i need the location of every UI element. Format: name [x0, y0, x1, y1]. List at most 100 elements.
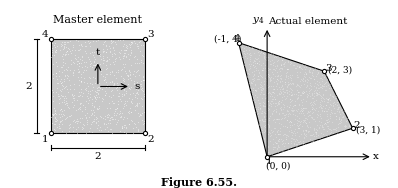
Point: [279, 96, 285, 99]
Point: [332, 102, 338, 105]
Point: [323, 72, 330, 75]
Point: [109, 89, 115, 92]
Point: [311, 77, 317, 80]
Point: [238, 128, 244, 131]
Point: [295, 90, 301, 93]
Point: [323, 97, 330, 100]
Point: [345, 46, 351, 49]
Point: [292, 146, 298, 149]
Point: [110, 39, 116, 42]
Point: [88, 114, 94, 117]
Point: [254, 110, 260, 113]
Point: [100, 47, 106, 50]
Point: [139, 53, 145, 56]
Point: [299, 67, 306, 70]
Point: [90, 54, 96, 57]
Point: [63, 53, 70, 56]
Point: [323, 66, 329, 69]
Point: [347, 80, 353, 83]
Point: [126, 68, 133, 71]
Point: [287, 99, 294, 102]
Point: [258, 88, 265, 91]
Point: [138, 83, 144, 86]
Point: [261, 54, 267, 57]
Point: [316, 126, 322, 129]
Point: [297, 120, 303, 123]
Point: [258, 90, 264, 93]
Point: [313, 145, 319, 148]
Point: [349, 102, 356, 105]
Text: $y_4$: $y_4$: [252, 15, 265, 26]
Point: [303, 85, 310, 88]
Point: [244, 56, 251, 59]
Point: [335, 141, 341, 144]
Point: [135, 121, 142, 124]
Point: [338, 52, 345, 55]
Point: [80, 123, 87, 126]
Point: [236, 93, 242, 96]
Point: [341, 141, 347, 144]
Point: [123, 71, 129, 74]
Point: [276, 99, 282, 102]
Point: [346, 58, 352, 61]
Point: [256, 149, 263, 152]
Point: [256, 60, 263, 63]
Point: [90, 94, 97, 97]
Point: [55, 81, 61, 84]
Point: [110, 93, 116, 96]
Point: [242, 49, 249, 52]
Point: [347, 144, 353, 147]
Point: [64, 68, 70, 71]
Point: [319, 108, 325, 111]
Point: [290, 81, 296, 84]
Point: [344, 86, 351, 89]
Point: [266, 68, 273, 71]
Point: [103, 67, 109, 70]
Point: [324, 56, 331, 59]
Point: [322, 143, 329, 146]
Point: [127, 71, 134, 74]
Point: [282, 141, 289, 144]
Point: [292, 118, 298, 121]
Point: [338, 45, 344, 48]
Point: [239, 144, 245, 147]
Point: [85, 56, 91, 59]
Point: [322, 142, 328, 145]
Point: [300, 80, 306, 83]
Point: [126, 109, 132, 112]
Point: [252, 100, 259, 103]
Point: [127, 77, 133, 80]
Point: [328, 87, 334, 90]
Point: [74, 121, 80, 124]
Point: [92, 76, 98, 79]
Point: [310, 64, 316, 67]
Point: [317, 85, 324, 88]
Point: [314, 113, 320, 116]
Point: [295, 124, 301, 127]
Point: [310, 127, 317, 130]
Point: [338, 86, 344, 89]
Point: [62, 68, 69, 71]
Point: [329, 85, 336, 88]
Point: [79, 55, 86, 58]
Point: [95, 120, 101, 123]
Point: [95, 124, 101, 127]
Point: [262, 129, 269, 132]
Point: [268, 99, 275, 102]
Point: [332, 71, 339, 74]
Point: [76, 43, 82, 46]
Point: [346, 95, 353, 98]
Point: [80, 71, 86, 74]
Point: [310, 75, 316, 78]
Point: [302, 68, 308, 71]
Point: [287, 126, 293, 129]
Point: [263, 73, 269, 76]
Point: [59, 64, 66, 67]
Point: [241, 69, 248, 72]
Point: [240, 97, 246, 100]
Point: [70, 45, 76, 49]
Point: [103, 91, 109, 94]
Point: [321, 142, 327, 145]
Point: [277, 80, 283, 83]
Point: [281, 95, 287, 98]
